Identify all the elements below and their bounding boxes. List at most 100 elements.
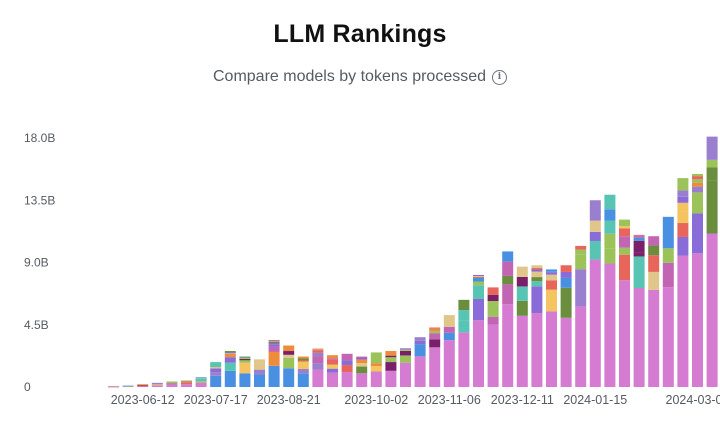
bar-segment: [692, 176, 703, 180]
bar-segment: [429, 328, 441, 332]
bar-segment: [151, 385, 163, 387]
bar-stack: [502, 251, 514, 387]
bar-segment: [268, 344, 280, 347]
bar-segment: [604, 248, 616, 264]
bar-segment: [151, 382, 163, 385]
bar-segment: [604, 220, 616, 234]
bar-segment: [210, 372, 222, 376]
bar-segment: [487, 301, 499, 317]
bar-segment: [166, 383, 178, 385]
bar-stack: [122, 385, 134, 388]
bar-segment: [429, 333, 441, 340]
bar-segment: [677, 211, 689, 224]
bar-stack: [560, 265, 572, 387]
bar-segment: [692, 186, 703, 193]
bar-segment: [327, 368, 338, 373]
bar-segment: [502, 275, 514, 285]
bar-segment: [356, 358, 368, 359]
bar-segment: [312, 349, 324, 351]
bar-segment: [224, 353, 236, 354]
bar-segment: [370, 352, 382, 364]
bar-segment: [297, 358, 309, 361]
bar-segment: [619, 247, 630, 255]
bar-segment: [327, 372, 338, 387]
bar-segment: [516, 276, 528, 287]
bar-stack: [575, 245, 587, 387]
bar-stack: [254, 359, 265, 387]
bar-segment: [443, 315, 455, 327]
bar-segment: [604, 233, 616, 249]
bar-segment: [370, 371, 382, 387]
bar-segment: [487, 294, 499, 302]
bar-segment: [297, 356, 309, 359]
bar-segment: [619, 280, 630, 387]
bar-segment: [312, 352, 324, 357]
bar-segment: [604, 263, 616, 387]
bar-segment: [487, 287, 499, 295]
bar-segment: [327, 355, 338, 359]
bar-segment: [575, 306, 587, 387]
bar-segment: [619, 219, 630, 227]
bar-stack: [677, 178, 689, 387]
bar-segment: [166, 384, 178, 387]
bar-segment: [239, 362, 251, 374]
bar-segment: [224, 352, 236, 354]
bar-segment: [531, 268, 543, 270]
bar-segment: [239, 358, 251, 361]
bar-segment: [531, 313, 543, 387]
x-tick-label: 2023-10-02: [344, 393, 408, 407]
bar-segment: [531, 281, 543, 287]
bar-segment: [677, 190, 689, 197]
bar-stack: [385, 351, 397, 387]
bar-segment: [254, 363, 265, 370]
bar-segment: [546, 274, 557, 281]
bar-segment: [516, 266, 528, 277]
bar-segment: [356, 363, 368, 367]
bar-segment: [677, 196, 689, 203]
bar-segment: [546, 271, 557, 273]
bar-segment: [589, 240, 601, 260]
bar-stack: [648, 236, 660, 387]
bar-segment: [297, 360, 309, 362]
bar-segment: [487, 324, 499, 387]
bar-segment: [473, 277, 484, 282]
y-tick-label: 13.5B: [24, 193, 55, 207]
x-tick-label: 2023-12-11: [491, 393, 554, 407]
bar-stack: [327, 355, 338, 387]
bar-segment: [341, 372, 353, 387]
bar-stack: [239, 356, 251, 387]
bar-stack: [414, 337, 426, 387]
bar-segment: [633, 288, 645, 387]
bar-stack: [706, 136, 718, 387]
bar-segment: [633, 235, 645, 237]
x-tick-label: 2024-03-04: [666, 393, 720, 407]
bar-segment: [706, 167, 718, 181]
bar-segment: [589, 259, 601, 387]
bar-segment: [473, 285, 484, 299]
bar-segment: [195, 378, 207, 379]
bar-segment: [400, 348, 411, 349]
bar-segment: [473, 274, 484, 277]
bar-segment: [473, 298, 484, 321]
bar-segment: [502, 304, 514, 387]
bar-segment: [195, 377, 207, 378]
bar-segment: [648, 236, 660, 246]
bar-segment: [268, 346, 280, 352]
bar-segment: [224, 357, 236, 363]
bar-segment: [619, 236, 630, 248]
info-icon[interactable]: i: [492, 69, 508, 85]
bar-segment: [531, 286, 543, 314]
bar-segment: [283, 354, 295, 358]
bar-segment: [473, 276, 484, 277]
bar-segment: [327, 359, 338, 365]
bar-segment: [633, 234, 645, 236]
bar-segment: [341, 365, 353, 373]
bar-stack: [268, 339, 280, 387]
bar-segment: [677, 202, 689, 212]
bar-stack: [692, 173, 703, 387]
bar-stack: [137, 384, 149, 387]
bar-segment: [137, 384, 149, 386]
bar-segment: [692, 173, 703, 177]
y-tick-label: 0: [24, 380, 31, 394]
bar-segment: [414, 356, 426, 387]
